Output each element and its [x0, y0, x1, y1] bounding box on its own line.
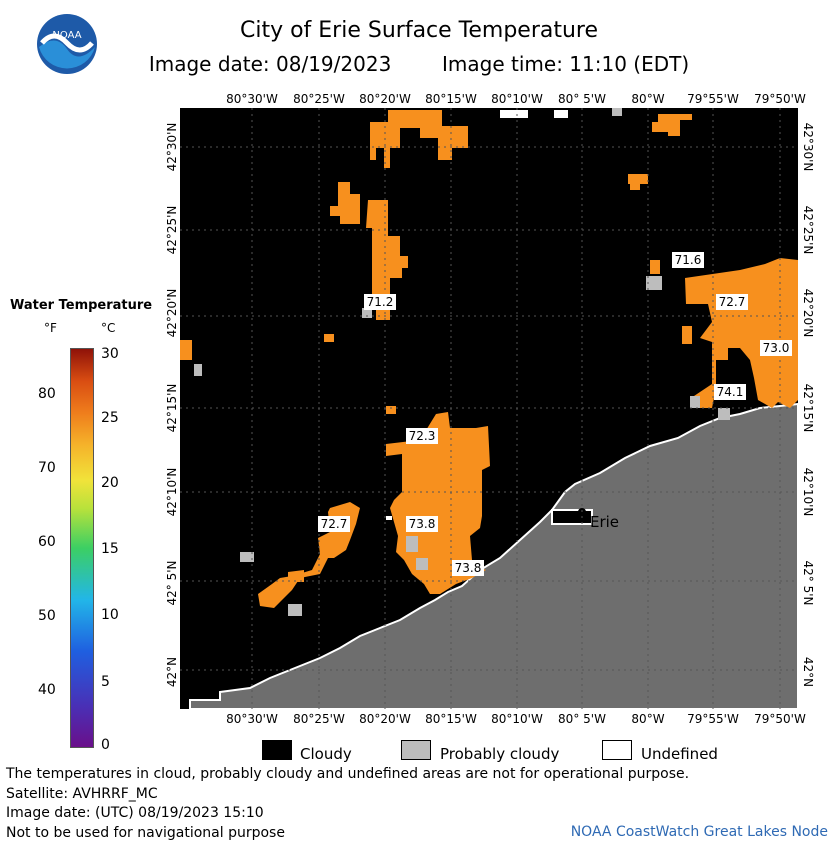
- svg-text:71.2: 71.2: [367, 295, 394, 309]
- temperature-map[interactable]: 71.6 71.2 72.7 73.0 74.1 72.3 72.7 73.8 …: [180, 108, 799, 710]
- credit-text: NOAA CoastWatch Great Lakes Node: [570, 824, 828, 840]
- temp-label: 74.1: [714, 384, 746, 400]
- lat-label-left: 42°20'N: [165, 288, 179, 338]
- temp-label: 73.0: [760, 340, 792, 356]
- c-tick: 30: [101, 346, 119, 362]
- temperature-colorbar: [70, 348, 94, 748]
- city-label: Erie: [590, 513, 619, 531]
- lat-label-right: 42°10'N: [801, 467, 815, 517]
- lon-label-top: 80°10'W: [491, 92, 543, 106]
- svg-text:74.1: 74.1: [717, 385, 744, 399]
- temperature-labels: 71.6 71.2 72.7 73.0 74.1 72.3 72.7 73.8 …: [318, 252, 792, 576]
- probably-cloudy-label: Probably cloudy: [440, 745, 560, 763]
- legend-title: Water Temperature: [10, 298, 153, 313]
- svg-text:73.8: 73.8: [409, 517, 436, 531]
- cloudy-swatch: [262, 740, 292, 760]
- temp-label: 72.3: [406, 428, 438, 444]
- image-date: Image date: 08/19/2023: [148, 52, 392, 76]
- svg-text:72.7: 72.7: [719, 295, 746, 309]
- lon-label-bottom: 80°30'W: [226, 712, 278, 726]
- probably-cloudy-swatch: [401, 740, 431, 760]
- c-tick: 10: [101, 607, 119, 623]
- svg-text:73.8: 73.8: [455, 561, 482, 575]
- disclaimer-text: The temperatures in cloud, probably clou…: [6, 766, 690, 782]
- probably-cloudy-areas: [194, 108, 730, 616]
- map-canvas: 71.6 71.2 72.7 73.0 74.1 72.3 72.7 73.8 …: [180, 108, 799, 710]
- svg-text:71.6: 71.6: [675, 253, 702, 267]
- cloudy-label: Cloudy: [300, 745, 352, 763]
- c-tick: 0: [101, 737, 110, 753]
- temp-label: 73.8: [406, 516, 438, 532]
- lat-label-right: 42°N: [801, 656, 815, 688]
- image-time: Image time: 11:10 (EDT): [442, 52, 690, 76]
- svg-text:73.0: 73.0: [763, 341, 790, 355]
- lon-label-bottom: 80°20'W: [359, 712, 411, 726]
- lon-label-bottom: 80° 5'W: [558, 712, 606, 726]
- temp-label: 72.7: [716, 294, 748, 310]
- lon-label-bottom: 79°50'W: [754, 712, 806, 726]
- lon-label-bottom: 79°55'W: [687, 712, 739, 726]
- satellite-text: Satellite: AVHRRF_MC: [6, 786, 158, 802]
- utc-date-text: Image date: (UTC) 08/19/2023 15:10: [6, 805, 264, 821]
- lat-label-right: 42°25'N: [801, 205, 815, 255]
- lon-label-bottom: 80°10'W: [491, 712, 543, 726]
- unit-celsius: °C: [101, 321, 116, 335]
- lon-label-bottom: 80°W: [631, 712, 665, 726]
- logo-text: NOAA: [52, 30, 81, 41]
- undefined-swatch: [602, 740, 632, 760]
- presque-isle-bay: [551, 509, 593, 525]
- unit-fahrenheit: °F: [44, 321, 57, 335]
- lat-label-left: 42°25'N: [165, 205, 179, 255]
- lon-label-top: 80°30'W: [226, 92, 278, 106]
- lat-label-left: 42°15'N: [165, 383, 179, 433]
- svg-text:72.7: 72.7: [321, 517, 348, 531]
- lat-label-right: 42°20'N: [801, 288, 815, 338]
- lon-label-top: 80° 5'W: [558, 92, 606, 106]
- f-tick: 40: [38, 682, 56, 698]
- undefined-areas: [386, 110, 568, 520]
- navigation-warning: Not to be used for navigational purpose: [6, 825, 285, 841]
- f-tick: 60: [38, 534, 56, 550]
- lon-label-top: 80°15'W: [425, 92, 477, 106]
- image-subtitle: Image date: 08/19/2023 Image time: 11:10…: [0, 52, 838, 76]
- lon-label-bottom: 80°25'W: [293, 712, 345, 726]
- lon-label-top: 80°20'W: [359, 92, 411, 106]
- c-tick: 25: [101, 410, 119, 426]
- lat-label-right: 42° 5'N: [801, 560, 815, 606]
- temp-label: 72.7: [318, 516, 350, 532]
- temp-label: 73.8: [452, 560, 484, 576]
- lat-label-left: 42° 5'N: [165, 560, 179, 606]
- undefined-label: Undefined: [641, 745, 718, 763]
- lon-label-top: 79°50'W: [754, 92, 806, 106]
- lat-label-left: 42°10'N: [165, 467, 179, 517]
- svg-text:72.3: 72.3: [409, 429, 436, 443]
- noaa-logo-icon: NOAA: [36, 13, 98, 75]
- f-tick: 70: [38, 460, 56, 476]
- c-tick: 5: [101, 674, 110, 690]
- page-title: City of Erie Surface Temperature: [239, 18, 599, 43]
- lon-label-bottom: 80°15'W: [425, 712, 477, 726]
- lon-label-top: 80°W: [631, 92, 665, 106]
- lon-label-top: 80°25'W: [293, 92, 345, 106]
- c-tick: 15: [101, 541, 119, 557]
- lat-label-right: 42°30'N: [801, 122, 815, 172]
- temp-label: 71.6: [672, 252, 704, 268]
- c-tick: 20: [101, 475, 119, 491]
- lat-label-right: 42°15'N: [801, 383, 815, 433]
- map-grid: [180, 108, 798, 709]
- lat-label-left: 42°30'N: [165, 122, 179, 172]
- lat-label-left: 42°N: [165, 656, 179, 688]
- f-tick: 50: [38, 608, 56, 624]
- f-tick: 80: [38, 386, 56, 402]
- temp-label: 71.2: [364, 294, 396, 310]
- lon-label-top: 79°55'W: [687, 92, 739, 106]
